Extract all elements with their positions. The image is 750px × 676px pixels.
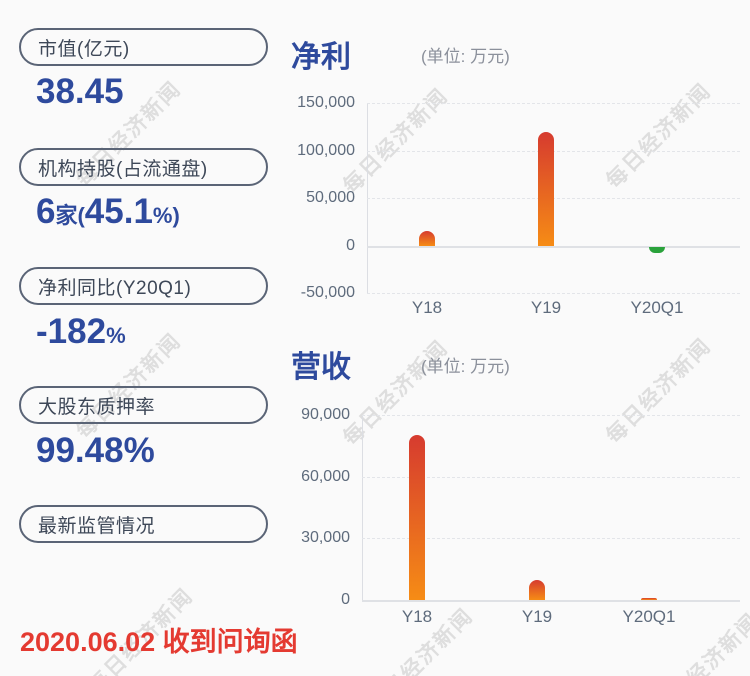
bar-y18 — [419, 231, 435, 246]
bar-y19 — [529, 580, 545, 600]
value-text: 家( — [55, 203, 85, 228]
value-text: 45.1 — [84, 192, 153, 231]
plot-area: 150,000 100,000 50,000 0 -50,000 Y18 Y19 Y20Q1 — [283, 22, 750, 327]
y-axis-line — [362, 415, 363, 600]
stat-institutional-holdings-pill: 机构持股(占流通盘) — [19, 148, 268, 186]
stat-market-cap: 市值(亿元) — [19, 28, 268, 66]
value-text: %) — [152, 203, 180, 228]
value-text: 6 — [36, 192, 56, 231]
chart-title: 净利 — [291, 41, 351, 74]
zero-line — [367, 245, 740, 248]
stat-latest-regulation-pill: 最新监管情况 — [19, 505, 268, 543]
y-tick-label: 150,000 — [297, 94, 355, 111]
regulation-alert-text: 2020.06.02 收到问询函 — [20, 627, 298, 657]
y-tick-label: 60,000 — [301, 467, 350, 485]
bar-y20q1 — [641, 597, 657, 600]
x-category-label: Y20Q1 — [630, 298, 684, 317]
y-tick-label: 0 — [346, 236, 355, 254]
chart-unit-label: (单位: 万元) — [421, 357, 510, 376]
stat-net-profit-yoy-pill: 净利同比(Y20Q1) — [19, 267, 268, 305]
stat-net-profit-yoy: 净利同比(Y20Q1) — [19, 267, 268, 305]
chart-unit-label: (单位: 万元) — [421, 47, 510, 66]
grid-line — [362, 415, 740, 416]
stat-net-profit-yoy-value: -182% — [36, 312, 126, 352]
grid-line — [362, 476, 740, 478]
stat-pledge-ratio-value: 99.48% — [36, 431, 155, 471]
grid-line — [362, 538, 740, 540]
y-tick-label: 90,000 — [301, 406, 350, 423]
y-tick-label: 30,000 — [301, 529, 350, 547]
x-category-label: Y20Q1 — [622, 607, 676, 626]
grid-line — [367, 293, 740, 294]
stat-institutional-holdings-value: 6家(45.1%) — [36, 192, 180, 232]
y-tick-label: -50,000 — [300, 284, 355, 301]
stat-institutional-holdings: 机构持股(占流通盘) — [19, 148, 268, 186]
stat-latest-regulation: 最新监管情况 — [19, 505, 268, 543]
net-profit-chart: 净利 (单位: 万元) 150,000 100,000 50,000 0 -50,000… — [283, 22, 750, 327]
chart-title: 营收 — [291, 351, 351, 384]
bar-y19 — [538, 131, 554, 246]
bar-y20q1 — [649, 246, 665, 254]
y-tick-label: 100,000 — [297, 141, 355, 159]
value-text: -182 — [36, 312, 107, 351]
value-text: 38.45 — [36, 72, 124, 111]
grid-line — [367, 103, 740, 104]
revenue-chart: 营收 (单位: 万元) 90,000 60,000 30,000 0 Y18 Y19 Y20… — [283, 332, 750, 637]
x-category-label: Y18 — [401, 607, 433, 626]
stat-pledge-ratio-pill: 大股东质押率 — [19, 386, 268, 424]
x-category-label: Y18 — [411, 298, 443, 317]
value-text: % — [106, 323, 126, 348]
stat-market-cap-pill: 市值(亿元) — [19, 28, 268, 66]
stat-market-cap-label: 市值(亿元) — [38, 38, 130, 60]
stat-market-cap-value: 38.45 — [36, 72, 124, 112]
value-text: 99.48% — [36, 431, 155, 470]
stat-latest-regulation-label: 最新监管情况 — [38, 515, 156, 537]
bar-y18 — [409, 435, 425, 600]
y-tick-label: 0 — [341, 591, 350, 608]
stat-pledge-ratio-label: 大股东质押率 — [38, 396, 156, 418]
x-category-label: Y19 — [530, 298, 562, 317]
stat-pledge-ratio: 大股东质押率 — [19, 386, 268, 424]
stat-institutional-holdings-label: 机构持股(占流通盘) — [38, 158, 208, 180]
plot-area: 90,000 60,000 30,000 0 Y18 Y19 Y20Q1 — [283, 332, 750, 637]
zero-line — [362, 600, 740, 602]
stat-net-profit-yoy-label: 净利同比(Y20Q1) — [38, 277, 192, 299]
y-tick-label: 50,000 — [306, 189, 355, 206]
x-category-label: Y19 — [521, 607, 553, 626]
